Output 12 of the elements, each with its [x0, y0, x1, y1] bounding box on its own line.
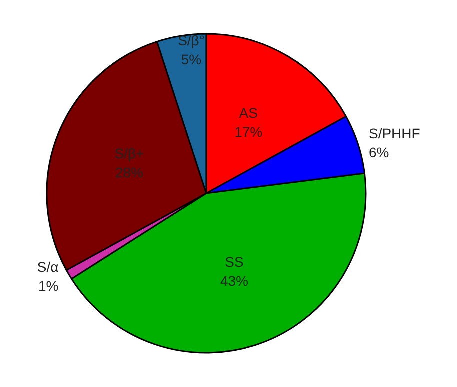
data-label: 5% — [181, 51, 202, 68]
data-label: 17% — [234, 124, 263, 140]
slice-label: S/β° — [178, 32, 205, 48]
slice-label: SS — [225, 254, 244, 270]
data-label: 28% — [115, 164, 144, 181]
slice-label: AS — [239, 104, 258, 121]
data-label: 6% — [368, 144, 390, 160]
slice-label: S/PHHF — [368, 125, 420, 142]
slice-label: S/α — [37, 259, 59, 276]
slice-label: S/β+ — [114, 146, 144, 162]
data-label: 1% — [38, 278, 59, 294]
data-label: 43% — [220, 272, 248, 289]
